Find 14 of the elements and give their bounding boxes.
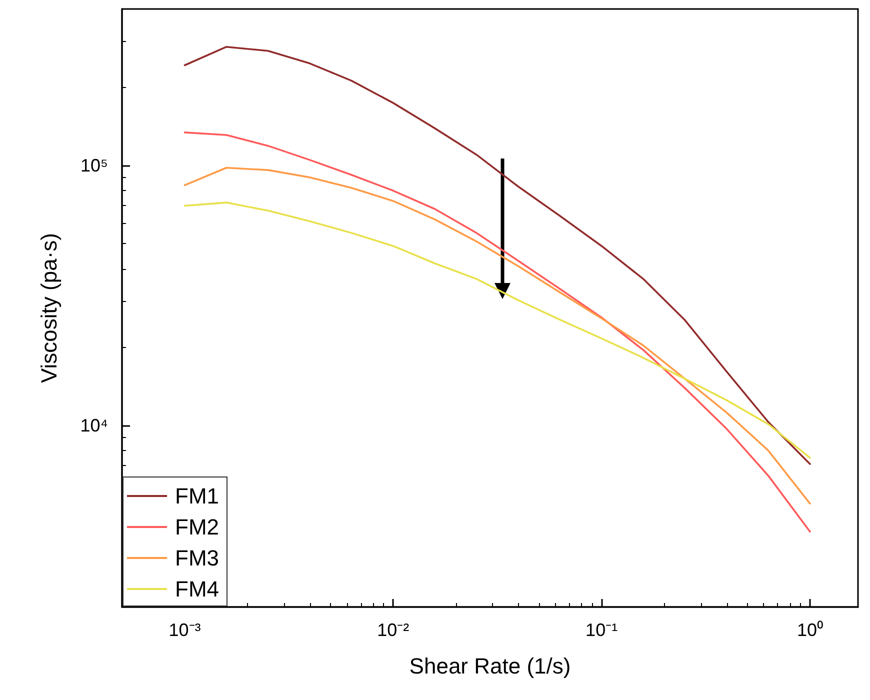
line-series [184,202,811,459]
legend-label: FM2 [175,514,219,540]
x-tick-label: 10⁻¹ [586,620,618,640]
y-tick-label: 10⁴ [80,415,108,436]
x-tick-label: 10⁰ [796,620,823,640]
legend-label: FM4 [175,576,219,602]
x-tick-label: 10⁻³ [168,620,201,640]
y-axis-title: Viscosity (pa·s) [36,233,62,383]
line-series [184,46,811,465]
x-axis-title: Shear Rate (1/s) [409,654,571,678]
y-tick-label: 10⁵ [80,155,108,176]
x-tick-label: 10⁻² [377,620,410,640]
legend-label: FM1 [175,484,219,508]
legend-label: FM3 [175,546,219,570]
